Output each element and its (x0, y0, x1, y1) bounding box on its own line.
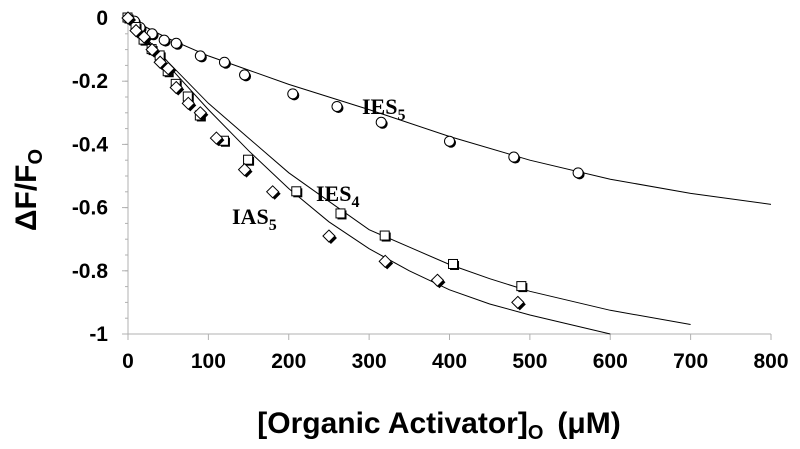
fit-line-ies4 (127, 17, 691, 325)
x-ticks: 0 100 200 300 400 500 600 700 800 (122, 334, 789, 373)
data-point-ies5 (508, 151, 521, 164)
data-point-ias5 (137, 30, 153, 45)
data-point-ies5 (287, 88, 300, 101)
data-point-ies5 (218, 56, 231, 69)
data-point-ias5 (145, 42, 161, 58)
y-tick-label: 0 (96, 7, 108, 30)
data-point-ias5 (237, 162, 253, 178)
x-tick-label: 200 (271, 350, 306, 373)
series-label-ies4: IES4 (316, 181, 359, 211)
series-label-ies5: IES5 (362, 94, 405, 124)
data-point-ies4 (291, 186, 303, 198)
data-point-ias5 (193, 106, 209, 121)
x-tick-label: 0 (122, 350, 134, 373)
y-axis-title: ΔF/FO (10, 149, 47, 231)
data-point-ias5 (511, 295, 526, 311)
x-tick-label: 100 (191, 350, 226, 373)
data-point-ies5 (572, 167, 585, 180)
data-point-ias5 (265, 185, 281, 200)
y-tick-label: -1 (89, 323, 108, 346)
data-point-ies5 (375, 116, 388, 129)
data-point-ies4 (335, 208, 347, 220)
y-tick-label: -0.6 (72, 197, 108, 220)
data-point-ias5 (181, 96, 197, 112)
data-point-ies5 (444, 135, 456, 148)
y-tick-label: -0.8 (72, 260, 109, 283)
x-axis: 0 100 200 300 400 500 600 700 800 (122, 333, 789, 373)
data-point-ies5 (194, 50, 207, 63)
x-tick-label: 500 (512, 350, 547, 373)
fit-line-ias5 (127, 17, 611, 335)
fit-lines (127, 17, 772, 335)
data-point-ias5 (161, 61, 177, 77)
data-point-ies4 (243, 154, 255, 166)
series-label-ias5: IAS5 (232, 204, 277, 234)
data-point-ies4 (379, 230, 391, 242)
data-points (121, 11, 585, 311)
data-point-ies4 (516, 281, 528, 293)
data-point-ias5 (169, 80, 185, 96)
data-point-ies5 (239, 69, 252, 82)
x-tick-label: 400 (432, 350, 467, 373)
data-point-ias5 (430, 273, 446, 289)
y-tick-label: -0.2 (72, 70, 108, 93)
data-point-ias5 (322, 229, 337, 245)
x-axis-title: [Organic Activator]O (μM) (257, 407, 621, 444)
data-point-ias5 (378, 254, 394, 270)
data-point-ies5 (331, 100, 344, 113)
data-point-ies4 (448, 258, 460, 270)
x-tick-label: 300 (352, 350, 387, 373)
data-point-ias5 (209, 131, 225, 147)
data-point-ies5 (170, 37, 183, 50)
x-tick-label: 800 (753, 350, 788, 373)
y-tick-label: -0.4 (72, 133, 109, 156)
y-axis: 0 -0.2 -0.4 -0.6 -0.8 -1 (72, 7, 129, 346)
y-ticks: 0 -0.2 -0.4 -0.6 -0.8 -1 (72, 7, 128, 346)
fit-line-ies5 (127, 17, 772, 205)
data-point-ies5 (158, 34, 171, 47)
x-tick-label: 700 (673, 350, 708, 373)
x-tick-label: 600 (593, 350, 628, 373)
data-point-ias5 (121, 11, 136, 26)
